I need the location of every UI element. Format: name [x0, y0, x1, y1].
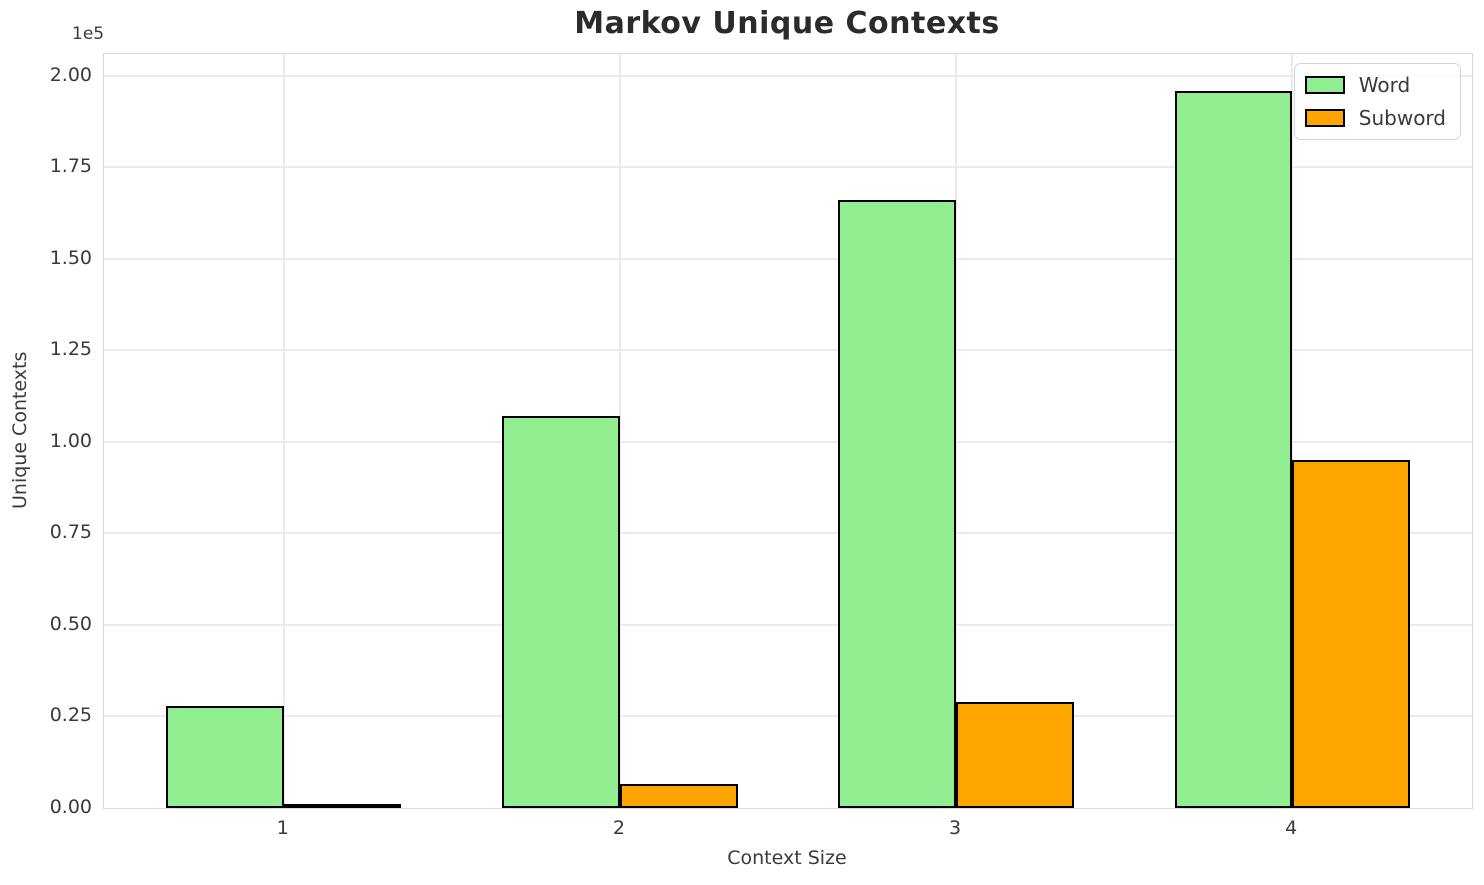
y-gridline	[104, 715, 1472, 718]
plot-area: Word Subword	[103, 53, 1473, 809]
legend-entry-word: Word	[1304, 73, 1446, 97]
y-tick-label: 0.50	[49, 612, 92, 635]
legend-label: Subword	[1358, 106, 1446, 130]
legend-swatch-word	[1304, 76, 1345, 94]
x-tick-label: 4	[1285, 817, 1298, 839]
y-axis-offset-label: 1e5	[72, 24, 105, 44]
y-tick-label: 1.75	[49, 155, 92, 178]
x-tick-label: 3	[949, 817, 962, 839]
bar-subword-4	[1292, 460, 1410, 808]
x-gridline	[282, 54, 285, 808]
x-tick-label: 1	[276, 817, 289, 839]
y-gridline	[104, 166, 1472, 169]
bar-subword-2	[619, 784, 738, 808]
y-tick-label: 0.75	[49, 521, 92, 544]
y-gridline	[104, 532, 1472, 535]
bar-word-4	[1174, 90, 1293, 808]
bar-word-1	[166, 705, 284, 808]
bar-subword-1	[283, 804, 402, 808]
chart-title: Markov Unique Contexts	[574, 6, 1000, 41]
y-gridline	[104, 623, 1472, 626]
legend: Word Subword	[1293, 63, 1461, 140]
x-tick-label: 2	[612, 817, 625, 839]
legend-entry-subword: Subword	[1304, 106, 1446, 130]
y-gridline	[104, 349, 1472, 352]
x-gridline	[955, 54, 958, 808]
y-gridline	[104, 74, 1472, 77]
x-axis-label: Context Size	[727, 847, 847, 869]
y-gridline	[104, 257, 1472, 260]
y-tick-label: 1.50	[49, 246, 92, 269]
y-tick-label: 1.25	[49, 338, 92, 361]
y-tick-label: 2.00	[49, 63, 92, 86]
y-tick-label: 0.25	[49, 704, 92, 727]
bar-word-2	[502, 416, 620, 808]
bar-word-3	[838, 200, 957, 808]
bar-subword-3	[956, 701, 1074, 808]
x-gridline	[618, 54, 621, 808]
legend-label: Word	[1358, 73, 1411, 97]
legend-swatch-subword	[1304, 109, 1345, 127]
y-tick-label: 0.00	[49, 796, 92, 818]
y-gridline	[104, 440, 1472, 443]
x-gridline	[1291, 54, 1294, 808]
y-tick-label: 1.00	[49, 429, 92, 452]
